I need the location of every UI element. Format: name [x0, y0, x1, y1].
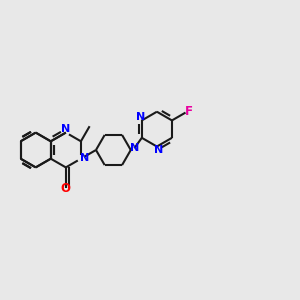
Text: N: N — [130, 143, 139, 153]
Text: F: F — [184, 105, 193, 118]
Text: N: N — [136, 112, 145, 122]
Text: N: N — [154, 145, 163, 154]
Text: N: N — [61, 124, 70, 134]
Text: N: N — [80, 153, 89, 163]
Text: O: O — [61, 182, 71, 195]
